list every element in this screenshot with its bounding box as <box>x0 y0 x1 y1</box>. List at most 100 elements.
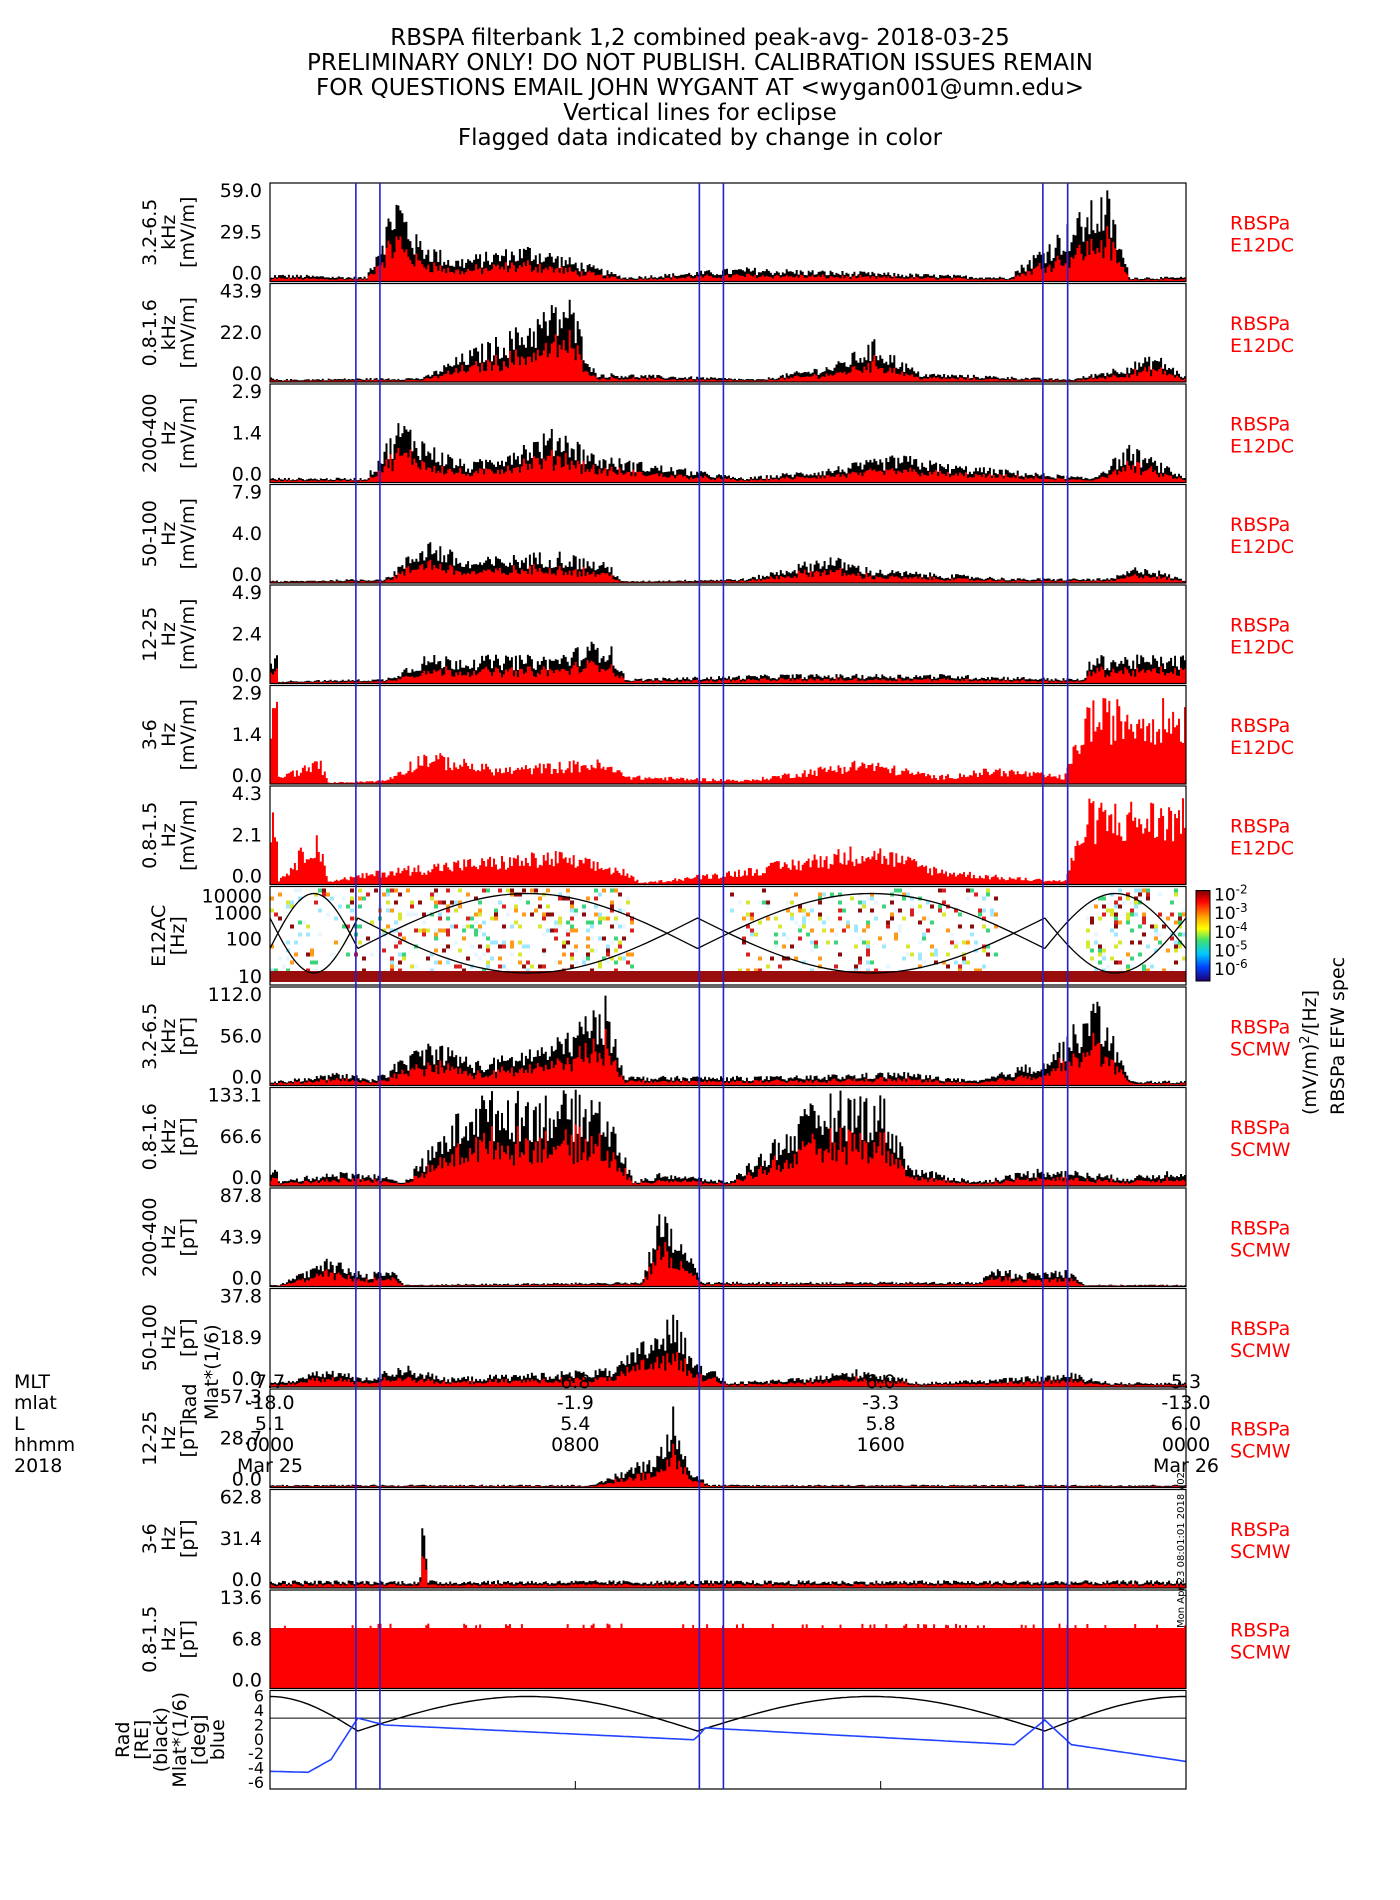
spectrogram-cell <box>818 944 822 949</box>
spectrogram-cell <box>558 916 562 921</box>
spectrogram-cell <box>590 916 594 921</box>
spectrogram-cell <box>586 944 590 949</box>
spectrogram-cell <box>598 920 602 925</box>
spectrogram-cell <box>946 964 950 969</box>
spectrogram-cell <box>1106 924 1110 929</box>
spectrogram-cell <box>390 960 394 965</box>
spectrogram-cell <box>886 920 890 925</box>
spectrogram-cell <box>286 900 290 905</box>
spectrogram-cell <box>902 916 906 921</box>
spectrogram-cell <box>934 960 938 965</box>
spectrogram-cell <box>990 928 994 933</box>
spectrogram-cell <box>558 956 562 961</box>
spectrogram-cell <box>618 908 622 913</box>
spectrogram-cell <box>598 960 602 965</box>
spectrogram-cell <box>790 944 794 949</box>
spectrogram-cell <box>834 964 838 969</box>
spectrogram-cell <box>1178 912 1182 917</box>
y-tick-label: 4.3 <box>232 783 262 805</box>
spectrogram-cell <box>610 940 614 945</box>
spectrogram-cell <box>1154 928 1158 933</box>
spectrogram-cell <box>982 896 986 901</box>
spectrogram-cell <box>350 900 354 905</box>
spectrogram-cell <box>1086 940 1090 945</box>
panel-frame <box>269 684 1187 785</box>
spectrogram-cell <box>542 964 546 969</box>
spectrogram-cell <box>742 940 746 945</box>
spectrogram-cell <box>1090 948 1094 953</box>
avg-series <box>270 329 1186 382</box>
y-tick-label: 2.9 <box>232 683 262 705</box>
spectrogram-cell <box>918 920 922 925</box>
spectrogram-cell <box>602 960 606 965</box>
spectrogram-cell <box>566 932 570 937</box>
y-axis-label-line: Hz <box>158 1326 180 1350</box>
spectrogram-cell <box>1126 920 1130 925</box>
spectrogram-cell <box>958 964 962 969</box>
spectrogram-cell <box>610 888 614 893</box>
y-axis-label-line: [Hz] <box>167 916 189 955</box>
spectrogram-cell <box>626 912 630 917</box>
spectrogram-cell <box>1130 932 1134 937</box>
instrument-label: RBSPa <box>1230 614 1290 636</box>
spectrogram-cell <box>798 908 802 913</box>
spectrogram-cell <box>1118 896 1122 901</box>
spectrogram-cell <box>1102 948 1106 953</box>
spectrogram-cell <box>1130 916 1134 921</box>
spectrogram-cell <box>370 916 374 921</box>
spectrogram-cell <box>1126 964 1130 969</box>
spectrogram-cell <box>438 960 442 965</box>
spectrogram-cell <box>618 892 622 897</box>
spectrogram-cell <box>942 960 946 965</box>
spectrogram-cell <box>1146 888 1150 893</box>
y-axis-label-line: blue <box>207 1719 229 1760</box>
instrument-label: RBSPa <box>1230 212 1290 234</box>
spectrogram-cell <box>1110 892 1114 897</box>
y-axis-label-line: Hz <box>158 723 180 747</box>
x-tick-hhmm: 0800 <box>551 1434 599 1456</box>
spectrogram-cell <box>838 900 842 905</box>
spectrogram-cell <box>750 960 754 965</box>
spectrogram-cell <box>994 924 998 929</box>
spectrogram-cell <box>858 900 862 905</box>
spectrogram-cell <box>450 924 454 929</box>
spectrogram-cell <box>294 952 298 957</box>
spectrogram-cell <box>434 916 438 921</box>
spectrogram-cell <box>394 928 398 933</box>
spectrogram-cell <box>514 924 518 929</box>
y-tick-label: 31.4 <box>220 1528 262 1550</box>
y-axis-label-line: (black) <box>150 1707 172 1772</box>
spectrogram-cell <box>482 892 486 897</box>
spectrogram-cell <box>426 912 430 917</box>
spectrogram-cell <box>970 916 974 921</box>
spectrogram-cell <box>910 912 914 917</box>
spectrogram-cell <box>1086 916 1090 921</box>
spectrogram-cell <box>390 908 394 913</box>
avg-series <box>270 1242 1186 1287</box>
y-axis-label: 3-6Hz[mV/m] <box>139 699 199 770</box>
y-tick-label: 43.9 <box>220 281 262 303</box>
x-tick-mlat: -18.0 <box>245 1392 294 1414</box>
y-tick-label: 4.0 <box>232 523 262 545</box>
spectrogram-cell <box>430 912 434 917</box>
spectrogram-cell <box>558 924 562 929</box>
spectrogram-cell <box>834 900 838 905</box>
spectrogram-cell <box>926 900 930 905</box>
spectrogram-cell <box>606 948 610 953</box>
spectrogram-cell <box>838 916 842 921</box>
spectrogram-cell <box>954 908 958 913</box>
spectrogram-cell <box>878 936 882 941</box>
spectrogram-cell <box>874 968 878 973</box>
spectrogram-cell <box>1106 908 1110 913</box>
spectrogram-cell <box>594 948 598 953</box>
spectrogram-cell <box>918 964 922 969</box>
spectrogram-cell <box>746 968 750 973</box>
spectrogram-cell <box>386 888 390 893</box>
spectrogram-cell <box>570 904 574 909</box>
spectrogram-cell <box>458 900 462 905</box>
spectrogram-cell <box>450 900 454 905</box>
instrument-sublabel: E12DC <box>1230 435 1294 457</box>
y-axis-label-line: [pT] <box>177 1620 199 1659</box>
